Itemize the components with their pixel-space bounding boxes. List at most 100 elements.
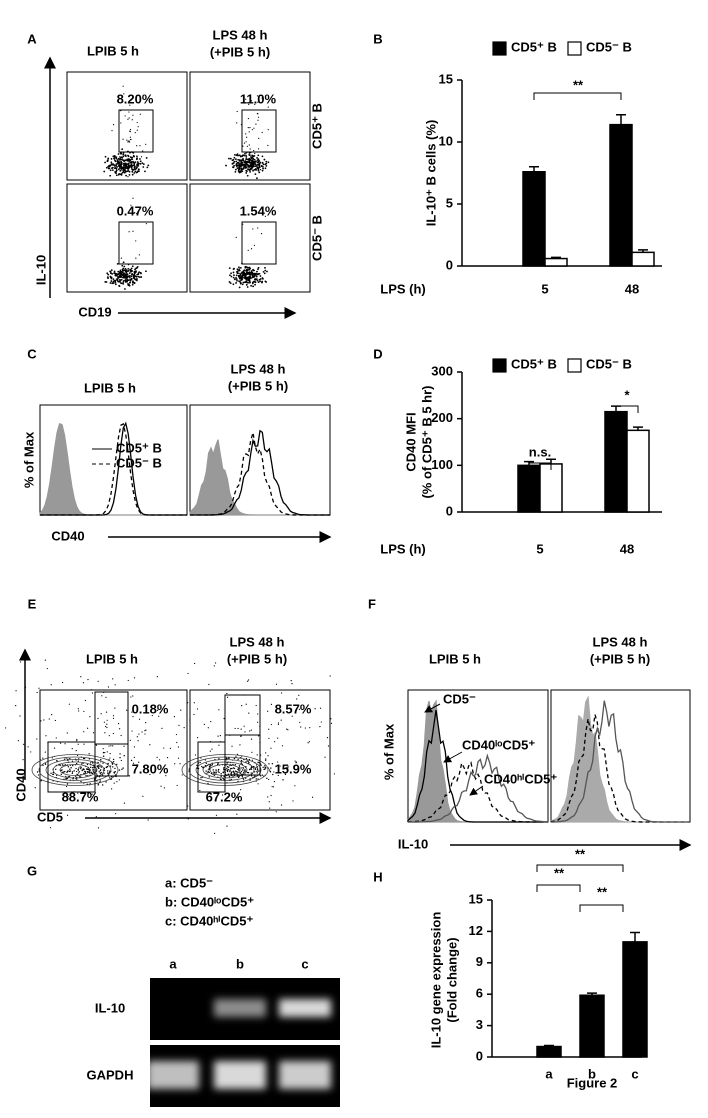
legend-swatch [492,358,507,373]
event-dot [243,281,246,284]
event-dot [67,796,69,798]
event-dot [119,753,121,755]
event-dot [270,747,272,749]
event-dot [129,281,132,284]
event-dot [83,743,85,745]
event-dot [246,174,249,177]
event-dot [130,166,133,169]
event-dot [252,272,255,275]
event-dot [242,281,245,284]
event-dot [83,772,85,775]
event-dot [111,166,114,169]
event-dot [100,758,102,761]
event-dot [178,724,180,726]
bar [626,429,650,513]
event-dot [248,276,251,278]
event-dot [19,661,22,663]
event-dot [241,273,244,276]
event-dot [118,284,121,287]
event-dot [100,771,102,774]
event-dot [267,796,269,798]
event-dot [140,156,143,158]
event-dot [279,765,281,767]
event-dot [131,156,134,159]
event-dot [229,770,231,773]
event-dot [252,158,255,160]
event-dot [72,778,74,780]
event-dot [113,154,116,157]
event-dot [256,754,258,756]
event-dot [240,161,243,164]
event-dot [124,288,126,290]
event-dot [234,170,237,173]
axis-label: % of Max [381,723,396,780]
event-dot [139,158,141,160]
event-dot [215,772,218,774]
event-dot [234,158,237,161]
event-dot [303,766,305,768]
event-dot [264,215,266,218]
event-dot [208,771,210,774]
event-dot [107,157,110,160]
event-dot [68,770,71,773]
event-dot [118,272,121,275]
event-dot [219,735,221,737]
event-dot [233,156,236,159]
event-dot [208,683,210,686]
event-dot [320,721,322,723]
event-dot [50,684,52,686]
event-dot [91,692,94,694]
event-dot [52,773,54,776]
event-dot [242,778,245,780]
column-title: (+PIB 5 h) [228,378,288,393]
event-dot [307,742,309,744]
event-dot [129,268,132,271]
gate [47,741,96,793]
event-dot [255,704,257,707]
event-dot [107,770,109,772]
event-dot [235,274,238,277]
event-dot [133,172,136,174]
event-dot [265,160,268,163]
event-dot [253,278,256,281]
event-dot [131,281,134,284]
percentage: 67.2% [206,789,243,804]
sig-bracket [536,884,581,892]
event-dot [136,736,138,738]
event-dot [120,271,122,273]
event-dot [134,275,137,278]
cd40lo-histogram [550,714,690,823]
percentage: 15.9% [275,761,312,776]
event-dot [326,737,329,739]
event-dot [43,719,45,721]
event-dot [118,161,121,164]
event-dot [89,766,92,769]
event-dot [290,680,292,682]
event-dot [247,266,250,269]
event-dot [160,785,162,787]
event-dot [250,768,252,770]
event-dot [262,766,264,769]
sig-bracket [615,405,639,413]
event-dot [286,766,288,768]
event-dot [257,160,260,163]
event-dot [238,766,241,768]
event-dot [230,773,232,775]
legend-label: CD5⁺ B [511,356,557,371]
event-dot [314,708,316,710]
event-dot [62,771,65,773]
event-dot [130,204,132,206]
event-dot [128,141,131,143]
event-dot [241,170,244,173]
event-dot [113,157,115,159]
frame [189,71,311,181]
sig-bracket [533,92,622,100]
axis-label: IL-10 [398,836,428,851]
event-dot [258,171,261,174]
event-dot [215,814,218,816]
event-dot [227,766,230,768]
event-dot [36,738,38,740]
bar [517,464,541,513]
event-dot [277,722,280,724]
event-dot [130,275,133,278]
